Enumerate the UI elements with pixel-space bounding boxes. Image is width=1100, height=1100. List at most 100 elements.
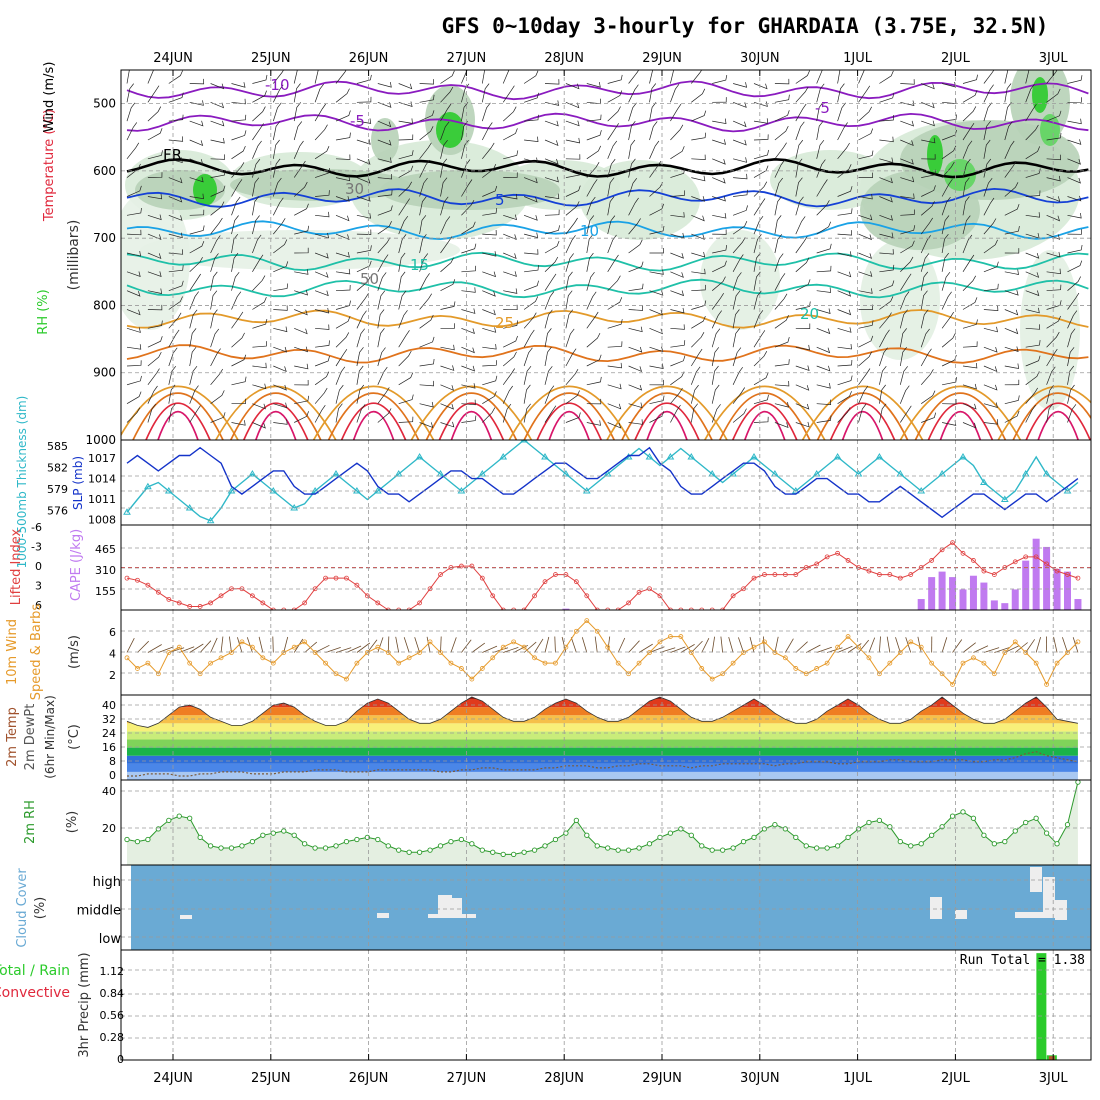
- li-point: [950, 540, 955, 546]
- wind-barb: [315, 307, 330, 314]
- wind-barb: [753, 416, 769, 423]
- rh-point: [573, 817, 579, 824]
- wind-barb: [210, 101, 225, 109]
- wind-barb: [586, 114, 602, 122]
- wind-barb: [670, 168, 686, 178]
- wind-barb: [147, 288, 163, 294]
- wind-barb: [941, 161, 955, 178]
- wind-barb: [983, 158, 992, 178]
- rh-point: [855, 826, 862, 832]
- tick-label: high: [93, 875, 121, 890]
- rh-point: [312, 845, 318, 851]
- wind-barb: [628, 84, 639, 103]
- wind-barb: [189, 139, 204, 147]
- wind-barb: [858, 320, 874, 329]
- wind-barb: [712, 118, 727, 125]
- wind10m-barb: [403, 637, 410, 653]
- wind-barb: [377, 290, 386, 310]
- temp-band: [127, 723, 1078, 732]
- wind-barb: [1067, 158, 1081, 165]
- wind-barb: [272, 84, 284, 103]
- surface-isotherm: [621, 392, 713, 440]
- wind10m-barb: [837, 645, 853, 653]
- wind10m-point: [260, 655, 266, 661]
- tick-label: 576: [47, 505, 68, 518]
- wind-barb: [1067, 139, 1082, 145]
- wind-barb: [252, 90, 267, 103]
- wind-barb: [941, 233, 949, 254]
- wind-barb: [315, 324, 330, 330]
- wind-barb: [419, 126, 434, 141]
- wind-barb: [440, 323, 455, 329]
- wind-barb: [126, 229, 142, 236]
- thickness-point: [457, 487, 466, 494]
- wind10m-point: [950, 681, 955, 687]
- wind-barb: [189, 273, 201, 291]
- cloud-block: [1015, 912, 1065, 918]
- wind-barb: [398, 310, 408, 329]
- wind-barb: [398, 150, 414, 160]
- wind-barb: [733, 173, 748, 180]
- wind-barb: [314, 168, 331, 178]
- rh-point: [301, 841, 308, 847]
- wind-barb: [273, 283, 289, 292]
- wind-barb: [147, 304, 163, 311]
- wind-barb: [231, 145, 246, 160]
- wind-barb: [356, 365, 364, 385]
- wind-barb: [774, 402, 789, 408]
- li-point: [270, 607, 276, 610]
- wind-barb: [544, 328, 552, 348]
- rh-point: [249, 838, 256, 845]
- wind-barb: [586, 271, 595, 291]
- axis-title: Cloud Cover: [15, 868, 30, 948]
- wind-barb: [795, 103, 807, 122]
- wind-barb: [921, 412, 937, 423]
- wind10m-barb: [367, 639, 378, 653]
- tick-label: 6: [35, 599, 42, 612]
- wind-barb: [900, 273, 912, 291]
- wind-barb: [503, 150, 519, 160]
- wind-barb: [983, 218, 997, 235]
- wind-barb: [628, 365, 643, 373]
- wind-barb: [126, 83, 134, 103]
- bottom-date-label: 28JUN: [544, 1071, 584, 1086]
- wind-barb: [461, 200, 475, 216]
- isotherm-5: [126, 187, 1089, 208]
- wind-barb: [356, 177, 371, 184]
- wind10m-point: [615, 660, 621, 666]
- li-point: [479, 575, 485, 581]
- wind-barb: [670, 387, 683, 404]
- wind-barb: [294, 309, 308, 316]
- surface-isotherm: [841, 410, 884, 440]
- li-point: [971, 558, 976, 563]
- wind10m-barb: [561, 636, 567, 653]
- wind-barb: [879, 329, 890, 348]
- rh-point: [625, 847, 632, 853]
- wind-barb: [691, 284, 706, 292]
- wind-barb: [774, 196, 782, 216]
- wind-barb: [941, 333, 956, 348]
- wind-barb: [419, 380, 434, 387]
- wind-barb: [272, 158, 281, 178]
- surface-isotherm: [312, 385, 435, 440]
- thickness-point: [645, 453, 654, 460]
- wind-barb: [920, 309, 929, 329]
- wind-barb: [315, 190, 330, 197]
- cloud-block: [180, 915, 192, 919]
- wind-barb: [837, 102, 846, 122]
- tick-label: low: [99, 932, 122, 947]
- wind-barb: [586, 332, 601, 348]
- wind-barb: [293, 70, 298, 84]
- wind10m-barb: [711, 636, 715, 653]
- rh-point: [531, 847, 538, 853]
- surface-isotherm: [801, 385, 924, 440]
- wind-barb: [858, 335, 874, 348]
- rh-point: [511, 851, 517, 858]
- wind-barb: [712, 75, 728, 84]
- wind-barb: [273, 261, 289, 273]
- wind-barb: [168, 384, 176, 404]
- isotherm-FR: [126, 157, 1089, 179]
- wind-barb: [837, 70, 841, 84]
- wind-barb: [628, 197, 639, 216]
- surface-isotherm: [352, 410, 395, 440]
